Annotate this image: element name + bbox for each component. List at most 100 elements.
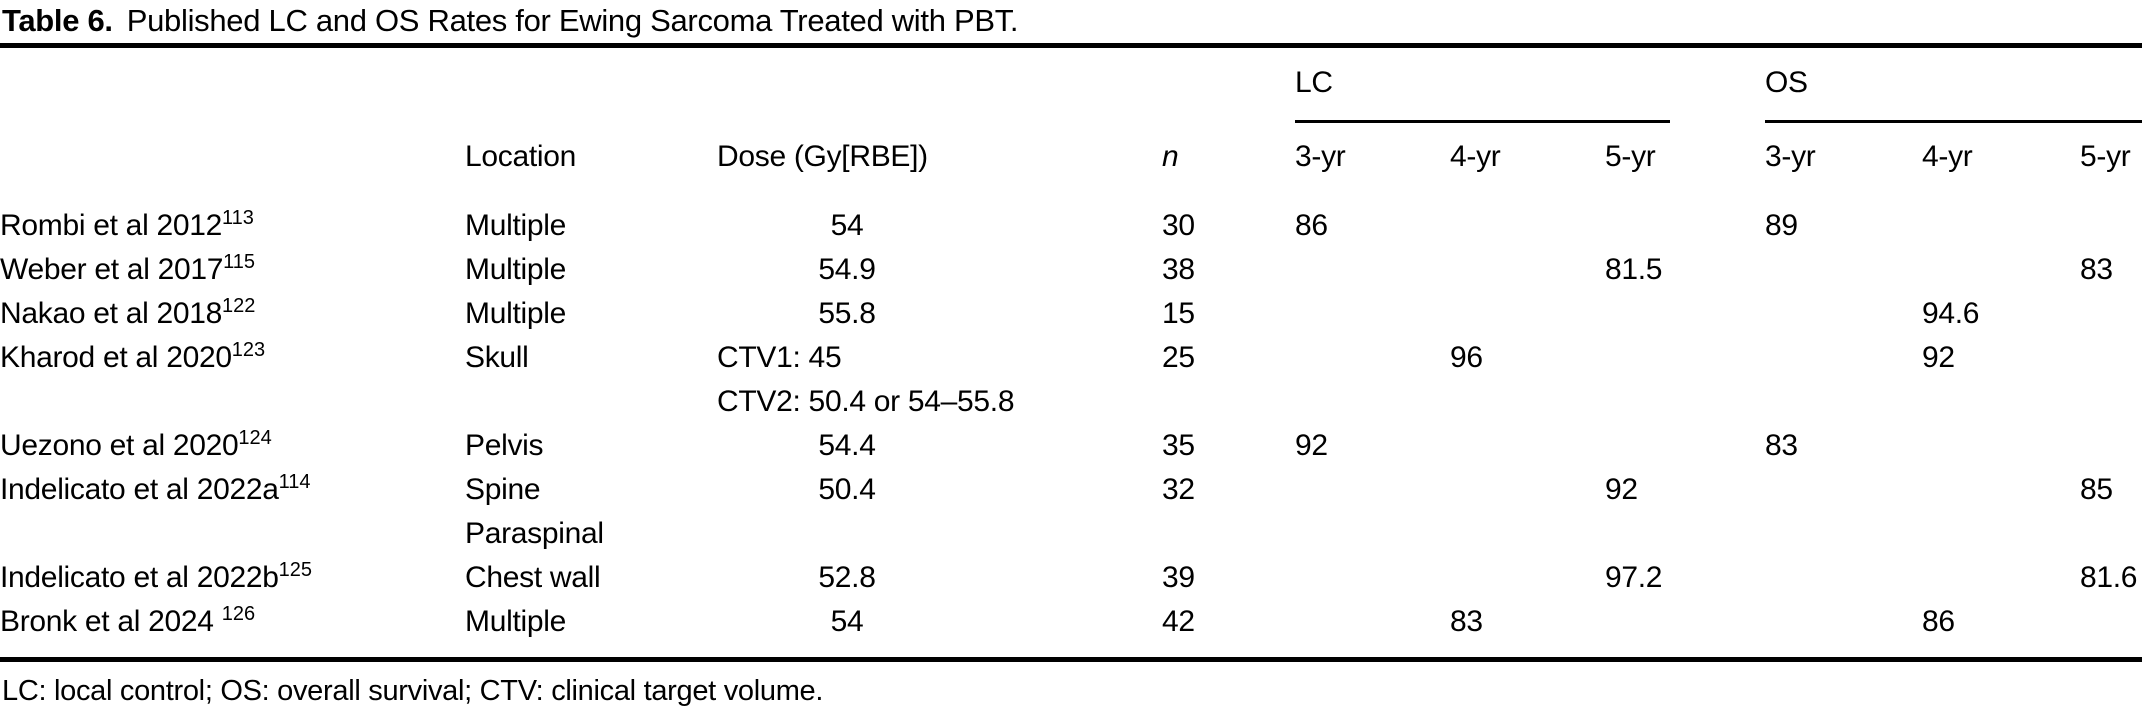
lc-4yr-cell: [1450, 424, 1605, 468]
n-cell: 39: [1162, 561, 1195, 594]
study-cell: Nakao et al 2018122: [0, 295, 256, 330]
os-spanner-rule: [1765, 120, 2142, 123]
lc-4yr-cell: 83: [1450, 605, 1483, 638]
n-cell: 32: [1162, 473, 1195, 506]
lc-3yr-cell: [1295, 468, 1450, 556]
n-cell: 42: [1162, 605, 1195, 638]
citation-ref: 113: [222, 207, 254, 229]
study-cell: Kharod et al 2020123: [0, 339, 266, 374]
location-cell: Pelvis: [465, 429, 544, 462]
citation-ref: 126: [221, 603, 256, 625]
table-row: Kharod et al 2020123 Skull CTV1: 45 CTV2…: [0, 336, 2142, 424]
location-cell: Skull: [465, 341, 529, 374]
n-cell: 25: [1162, 341, 1195, 374]
table-row: Uezono et al 2020124 Pelvis 54.4 35 92 8…: [0, 424, 2142, 468]
lc-3yr-cell: 92: [1295, 429, 1328, 462]
lc-spanner-rule: [1295, 120, 1670, 123]
dose-cell: 54: [830, 209, 864, 242]
lc-5yr-cell: 92: [1605, 473, 1638, 506]
os-5yr-cell: [2080, 192, 2142, 248]
lc-5yr-cell: [1605, 192, 1765, 248]
table-number-label: Table 6.: [2, 3, 113, 38]
location-line: Spine: [465, 473, 541, 506]
study-cell: Indelicato et al 2022b125: [0, 559, 312, 594]
n-cell: 38: [1162, 253, 1195, 286]
dose-cell: 54.9: [818, 253, 876, 286]
os-3yr-cell: [1765, 468, 1922, 556]
lc-4yr-cell: [1450, 468, 1605, 556]
column-group-lc: LC: [1295, 48, 1765, 123]
os-3yr-cell: [1765, 600, 1922, 660]
lc-5yr-cell: [1605, 336, 1765, 424]
location-cell: Multiple: [465, 253, 566, 286]
table-row: Weber et al 2017115 Multiple 54.9 38 81.…: [0, 248, 2142, 292]
lc-5yr-cell: [1605, 292, 1765, 336]
lc-5yr-cell: 97.2: [1605, 561, 1663, 594]
location-cell: Multiple: [465, 605, 566, 638]
dose-multiline: CTV1: 45 CTV2: 50.4 or 54–55.8: [717, 336, 1015, 424]
column-header-os-5yr: 5-yr: [2080, 140, 2131, 173]
dose-cell: 55.8: [818, 297, 876, 330]
lc-3yr-cell: [1295, 556, 1450, 600]
location-cell: Chest wall: [465, 561, 601, 594]
dose-cell: 50.4: [818, 473, 876, 506]
lc-group-label: LC: [1295, 66, 1333, 99]
os-4yr-cell: 94.6: [1922, 297, 1980, 330]
os-4yr-cell: [1922, 424, 2080, 468]
dose-cell: 54: [830, 605, 864, 638]
os-4yr-cell: [1922, 192, 2080, 248]
n-cell: 30: [1162, 209, 1195, 242]
results-table: LC OS Location Dose (Gy[RBE]) n 3-yr 4-y…: [0, 48, 2142, 662]
n-cell: 15: [1162, 297, 1195, 330]
lc-4yr-cell: [1450, 248, 1605, 292]
study-cell: Rombi et al 2012113: [0, 207, 254, 242]
citation-ref: 124: [238, 427, 272, 449]
os-4yr-cell: [1922, 556, 2080, 600]
column-header-n: n: [1162, 140, 1179, 173]
os-3yr-cell: [1765, 292, 1922, 336]
os-5yr-cell: [2080, 424, 2142, 468]
lc-3yr-cell: [1295, 600, 1450, 660]
lc-4yr-cell: [1450, 292, 1605, 336]
citation-ref: 122: [222, 295, 256, 317]
os-3yr-cell: [1765, 336, 1922, 424]
n-cell: 35: [1162, 429, 1195, 462]
table-title: Table 6. Published LC and OS Rates for Ew…: [0, 0, 2142, 48]
dose-cell: CTV1: 45 CTV2: 50.4 or 54–55.8: [717, 336, 1162, 424]
study-cell: Weber et al 2017115: [0, 251, 256, 286]
citation-ref: 115: [223, 251, 256, 273]
os-3yr-cell: 83: [1765, 429, 1798, 462]
column-header-os-4yr: 4-yr: [1922, 140, 1973, 173]
location-cell: Multiple: [465, 297, 566, 330]
dose-line: CTV1: 45: [717, 341, 842, 374]
table-row: Nakao et al 2018122 Multiple 55.8 15 94.…: [0, 292, 2142, 336]
location-cell: Multiple: [465, 209, 566, 242]
column-header-dose: Dose (Gy[RBE]): [717, 140, 928, 173]
column-header-lc-4yr: 4-yr: [1450, 140, 1501, 173]
os-3yr-cell: [1765, 248, 1922, 292]
lc-5yr-cell: [1605, 600, 1765, 660]
lc-5yr-cell: [1605, 424, 1765, 468]
citation-ref: 125: [278, 559, 312, 581]
os-5yr-cell: 83: [2080, 253, 2113, 286]
os-4yr-cell: 86: [1922, 605, 1955, 638]
study-cell: Indelicato et al 2022a114: [0, 471, 311, 506]
os-4yr-cell: [1922, 248, 2080, 292]
column-header-location: Location: [465, 140, 577, 173]
spanner-spacer: [0, 48, 1295, 123]
location-multiline: Spine Paraspinal: [465, 468, 717, 556]
table-title-text: Published LC and OS Rates for Ewing Sarc…: [126, 3, 1019, 38]
dose-cell: 54.4: [818, 429, 876, 462]
table-footnote: LC: local control; OS: overall survival;…: [2, 675, 824, 707]
os-4yr-cell: 92: [1922, 341, 1955, 374]
os-5yr-cell: [2080, 336, 2142, 424]
os-3yr-cell: 89: [1765, 209, 1798, 242]
table-row: Rombi et al 2012113 Multiple 54 30 86 89: [0, 192, 2142, 248]
table-row: Indelicato et al 2022a114 Spine Paraspin…: [0, 468, 2142, 556]
os-3yr-cell: [1765, 556, 1922, 600]
lc-4yr-cell: [1450, 192, 1605, 248]
lc-3yr-cell: 86: [1295, 209, 1328, 242]
os-5yr-cell: [2080, 600, 2142, 660]
table-row: Bronk et al 2024 126 Multiple 54 42 83 8…: [0, 600, 2142, 660]
